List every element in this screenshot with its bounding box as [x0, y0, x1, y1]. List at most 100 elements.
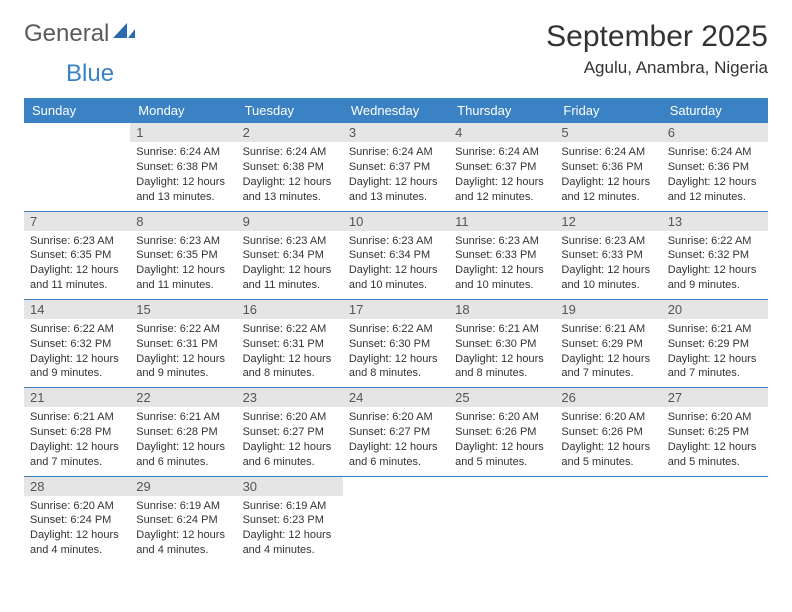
daylight-line: Daylight: 12 hours and 9 minutes.	[668, 263, 762, 293]
sunrise-line: Sunrise: 6:22 AM	[668, 234, 762, 249]
sunrise-line: Sunrise: 6:22 AM	[243, 322, 337, 337]
day-details: Sunrise: 6:23 AMSunset: 6:34 PMDaylight:…	[237, 231, 343, 299]
sunset-line: Sunset: 6:34 PM	[349, 248, 443, 263]
daylight-line: Daylight: 12 hours and 7 minutes.	[668, 352, 762, 382]
sunset-line: Sunset: 6:29 PM	[668, 337, 762, 352]
sunrise-line: Sunrise: 6:19 AM	[136, 499, 230, 514]
sunrise-line: Sunrise: 6:24 AM	[349, 145, 443, 160]
day-number: 2	[237, 123, 343, 142]
sunset-line: Sunset: 6:30 PM	[455, 337, 549, 352]
calendar-cell: 28Sunrise: 6:20 AMSunset: 6:24 PMDayligh…	[24, 476, 130, 564]
day-number: 20	[662, 300, 768, 319]
sunset-line: Sunset: 6:28 PM	[136, 425, 230, 440]
daylight-line: Daylight: 12 hours and 8 minutes.	[349, 352, 443, 382]
day-number: 10	[343, 212, 449, 231]
calendar-cell: 23Sunrise: 6:20 AMSunset: 6:27 PMDayligh…	[237, 388, 343, 476]
calendar-cell: 5Sunrise: 6:24 AMSunset: 6:36 PMDaylight…	[555, 123, 661, 211]
calendar-cell: 12Sunrise: 6:23 AMSunset: 6:33 PMDayligh…	[555, 211, 661, 299]
daylight-line: Daylight: 12 hours and 5 minutes.	[455, 440, 549, 470]
daylight-line: Daylight: 12 hours and 8 minutes.	[243, 352, 337, 382]
day-number: 9	[237, 212, 343, 231]
calendar-cell: 10Sunrise: 6:23 AMSunset: 6:34 PMDayligh…	[343, 211, 449, 299]
daylight-line: Daylight: 12 hours and 9 minutes.	[136, 352, 230, 382]
daylight-line: Daylight: 12 hours and 4 minutes.	[243, 528, 337, 558]
day-number: 4	[449, 123, 555, 142]
calendar-cell	[24, 123, 130, 211]
day-details: Sunrise: 6:22 AMSunset: 6:32 PMDaylight:…	[662, 231, 768, 299]
sunset-line: Sunset: 6:38 PM	[136, 160, 230, 175]
sunrise-line: Sunrise: 6:22 AM	[136, 322, 230, 337]
sunset-line: Sunset: 6:33 PM	[561, 248, 655, 263]
daylight-line: Daylight: 12 hours and 13 minutes.	[136, 175, 230, 205]
calendar-row: 28Sunrise: 6:20 AMSunset: 6:24 PMDayligh…	[24, 476, 768, 564]
day-details: Sunrise: 6:20 AMSunset: 6:25 PMDaylight:…	[662, 407, 768, 475]
day-number: 30	[237, 477, 343, 496]
sunset-line: Sunset: 6:23 PM	[243, 513, 337, 528]
day-number: 16	[237, 300, 343, 319]
sunrise-line: Sunrise: 6:24 AM	[243, 145, 337, 160]
sunset-line: Sunset: 6:27 PM	[243, 425, 337, 440]
sunrise-line: Sunrise: 6:23 AM	[455, 234, 549, 249]
sunset-line: Sunset: 6:37 PM	[349, 160, 443, 175]
calendar-cell: 27Sunrise: 6:20 AMSunset: 6:25 PMDayligh…	[662, 388, 768, 476]
sunset-line: Sunset: 6:28 PM	[30, 425, 124, 440]
brand-logo: General	[24, 20, 137, 48]
sunset-line: Sunset: 6:26 PM	[455, 425, 549, 440]
day-number: 28	[24, 477, 130, 496]
sunrise-line: Sunrise: 6:24 AM	[455, 145, 549, 160]
calendar-cell	[662, 476, 768, 564]
day-details: Sunrise: 6:23 AMSunset: 6:34 PMDaylight:…	[343, 231, 449, 299]
calendar-cell: 11Sunrise: 6:23 AMSunset: 6:33 PMDayligh…	[449, 211, 555, 299]
day-number: 19	[555, 300, 661, 319]
daylight-line: Daylight: 12 hours and 10 minutes.	[349, 263, 443, 293]
day-number: 7	[24, 212, 130, 231]
calendar-cell: 24Sunrise: 6:20 AMSunset: 6:27 PMDayligh…	[343, 388, 449, 476]
calendar-cell: 18Sunrise: 6:21 AMSunset: 6:30 PMDayligh…	[449, 299, 555, 387]
sunset-line: Sunset: 6:36 PM	[561, 160, 655, 175]
weekday-header: Monday	[130, 98, 236, 123]
sunrise-line: Sunrise: 6:20 AM	[243, 410, 337, 425]
weekday-header: Wednesday	[343, 98, 449, 123]
weekday-header: Saturday	[662, 98, 768, 123]
calendar-cell: 16Sunrise: 6:22 AMSunset: 6:31 PMDayligh…	[237, 299, 343, 387]
calendar-cell: 3 Sunrise: 6:24 AMSunset: 6:37 PMDaylight…	[343, 123, 449, 211]
sunrise-line: Sunrise: 6:21 AM	[561, 322, 655, 337]
day-number: 22	[130, 388, 236, 407]
day-details: Sunrise: 6:22 AMSunset: 6:31 PMDaylight:…	[130, 319, 236, 387]
sunrise-line: Sunrise: 6:20 AM	[30, 499, 124, 514]
daylight-line: Daylight: 12 hours and 6 minutes.	[243, 440, 337, 470]
day-details: Sunrise: 6:22 AMSunset: 6:31 PMDaylight:…	[237, 319, 343, 387]
calendar-cell: 26Sunrise: 6:20 AMSunset: 6:26 PMDayligh…	[555, 388, 661, 476]
day-number: 18	[449, 300, 555, 319]
daylight-line: Daylight: 12 hours and 13 minutes.	[243, 175, 337, 205]
sunset-line: Sunset: 6:32 PM	[668, 248, 762, 263]
calendar-row: 14Sunrise: 6:22 AMSunset: 6:32 PMDayligh…	[24, 299, 768, 387]
day-number: 29	[130, 477, 236, 496]
sunrise-line: Sunrise: 6:21 AM	[30, 410, 124, 425]
day-details: Sunrise: 6:19 AMSunset: 6:24 PMDaylight:…	[130, 496, 236, 564]
calendar-cell: 4Sunrise: 6:24 AMSunset: 6:37 PMDaylight…	[449, 123, 555, 211]
sunset-line: Sunset: 6:35 PM	[136, 248, 230, 263]
daylight-line: Daylight: 12 hours and 13 minutes.	[349, 175, 443, 205]
sunset-line: Sunset: 6:33 PM	[455, 248, 549, 263]
day-details: Sunrise: 6:20 AMSunset: 6:26 PMDaylight:…	[555, 407, 661, 475]
sunrise-line: Sunrise: 6:23 AM	[243, 234, 337, 249]
day-details: Sunrise: 6:21 AMSunset: 6:29 PMDaylight:…	[662, 319, 768, 387]
day-number: 3	[343, 123, 449, 142]
sunrise-line: Sunrise: 6:20 AM	[668, 410, 762, 425]
sunrise-line: Sunrise: 6:20 AM	[455, 410, 549, 425]
calendar-cell	[449, 476, 555, 564]
calendar-row: 7Sunrise: 6:23 AMSunset: 6:35 PMDaylight…	[24, 211, 768, 299]
calendar-cell	[343, 476, 449, 564]
calendar-cell: 20Sunrise: 6:21 AMSunset: 6:29 PMDayligh…	[662, 299, 768, 387]
day-details: Sunrise: 6:19 AMSunset: 6:23 PMDaylight:…	[237, 496, 343, 564]
calendar-cell: 14Sunrise: 6:22 AMSunset: 6:32 PMDayligh…	[24, 299, 130, 387]
day-details: Sunrise: 6:23 AMSunset: 6:33 PMDaylight:…	[555, 231, 661, 299]
day-number: 27	[662, 388, 768, 407]
daylight-line: Daylight: 12 hours and 11 minutes.	[136, 263, 230, 293]
calendar-cell: 9Sunrise: 6:23 AMSunset: 6:34 PMDaylight…	[237, 211, 343, 299]
brand-part1: General	[24, 20, 109, 48]
sunset-line: Sunset: 6:29 PM	[561, 337, 655, 352]
day-number: 12	[555, 212, 661, 231]
daylight-line: Daylight: 12 hours and 12 minutes.	[668, 175, 762, 205]
